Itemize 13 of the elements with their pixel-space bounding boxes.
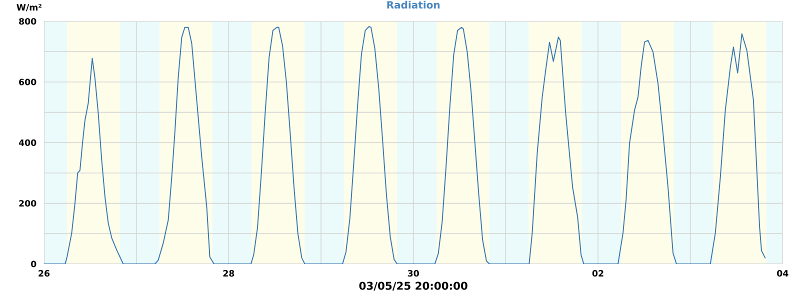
x-axis-title: 03/05/25 20:00:00 [359,282,468,291]
y-tick-label: 600 [19,78,36,86]
y-tick-label: 200 [19,200,36,207]
x-tick-label: 30 [408,270,419,277]
x-tick-label: 02 [592,270,604,277]
x-tick-label: 04 [777,270,788,277]
y-tick-label: 0 [31,260,36,268]
x-tick-label: 26 [38,270,50,277]
x-tick-label: 28 [223,270,234,277]
y-axis-title: W/m² [16,4,42,12]
chart-title: Radiation [387,0,440,9]
y-tick-label: 400 [18,139,36,146]
y-tick-label: 800 [19,18,36,25]
